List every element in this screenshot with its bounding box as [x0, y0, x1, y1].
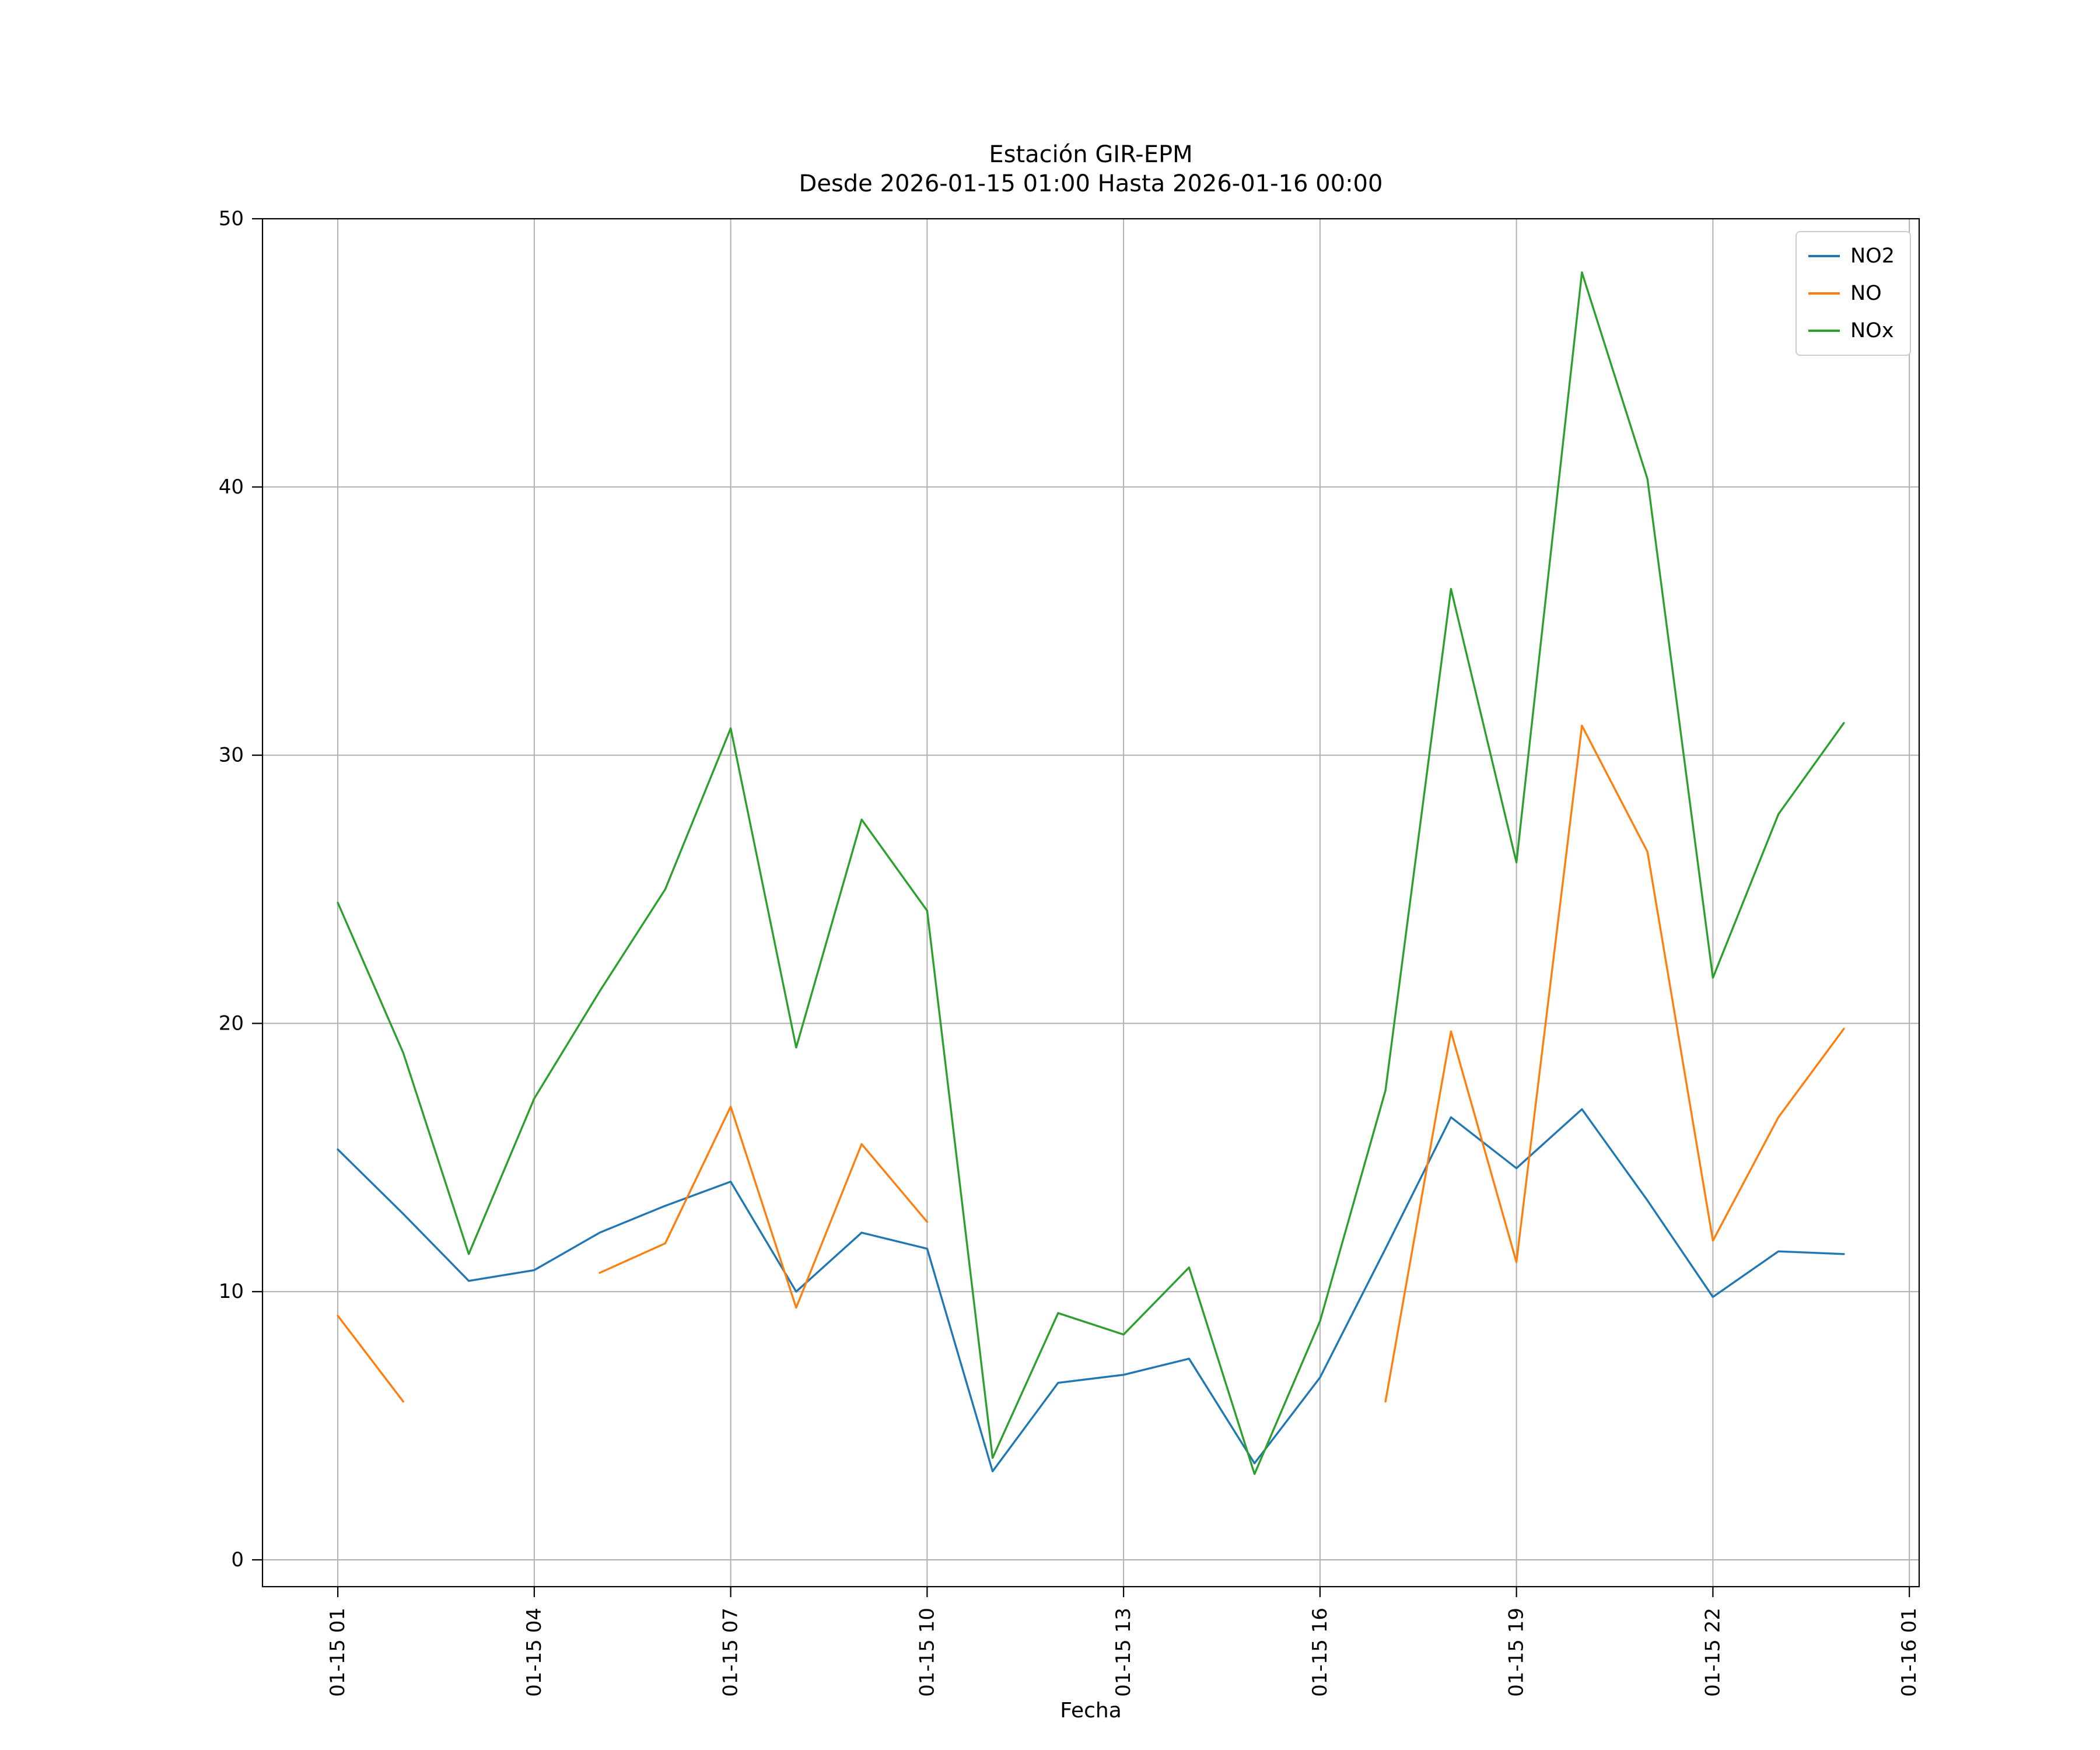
x-tick-label: 01-15 13 [1112, 1608, 1135, 1697]
legend-label-no: NO [1850, 282, 1882, 305]
legend-swatch-no [1808, 292, 1840, 295]
legend-item-nox: NOx [1808, 317, 1895, 344]
x-tick-label: 01-16 01 [1898, 1608, 1921, 1697]
chart-subtitle: Desde 2026-01-15 01:00 Hasta 2026-01-16 … [799, 170, 1383, 197]
series-line-no [337, 724, 1845, 1403]
legend-item-no: NO [1808, 280, 1895, 307]
x-tick-label: 01-15 19 [1505, 1608, 1528, 1697]
x-tick-label: 01-15 04 [523, 1608, 546, 1697]
y-tick-label: 30 [219, 744, 244, 767]
y-tick-label: 0 [231, 1548, 244, 1572]
x-tick-label: 01-15 16 [1308, 1608, 1332, 1697]
legend-swatch-no2 [1808, 255, 1840, 257]
x-axis-label: Fecha [1060, 1699, 1122, 1723]
x-tick-label: 01-15 10 [915, 1608, 939, 1697]
y-tick-label: 50 [219, 207, 244, 230]
legend-label-nox: NOx [1850, 319, 1894, 342]
y-tick-label: 20 [219, 1012, 244, 1035]
x-tick-label: 01-15 07 [719, 1608, 743, 1697]
legend: NO2 NO NOx [1796, 231, 1911, 356]
chart-title: Estación GIR-EPM [989, 141, 1193, 168]
plot-border [261, 218, 1920, 1588]
y-tick-label: 10 [219, 1280, 244, 1303]
legend-item-no2: NO2 [1808, 243, 1895, 270]
x-tick-label: 01-15 01 [326, 1608, 349, 1697]
legend-label-no2: NO2 [1850, 244, 1895, 268]
x-tick-label: 01-15 22 [1701, 1608, 1724, 1697]
series-line-no2 [337, 1108, 1845, 1472]
y-tick-label: 40 [219, 475, 244, 499]
chart-title-block: Estación GIR-EPM Desde 2026-01-15 01:00 … [262, 140, 1919, 198]
series-line-nox [337, 271, 1845, 1475]
legend-swatch-nox [1808, 330, 1840, 332]
